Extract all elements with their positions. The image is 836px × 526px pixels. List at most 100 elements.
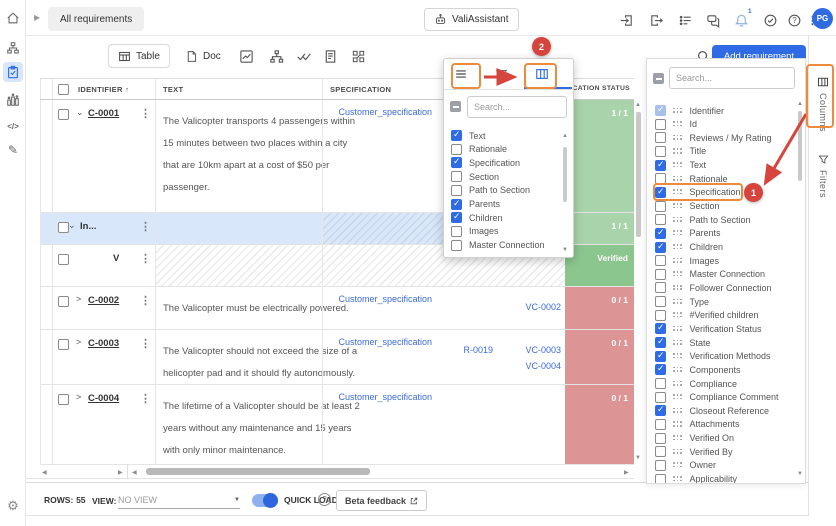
- popup-select-all-checkbox[interactable]: [450, 101, 461, 112]
- panel-column-item[interactable]: Children: [655, 241, 805, 253]
- main-scroll-left-icon[interactable]: ◀: [132, 470, 137, 476]
- drag-handle-icon[interactable]: [673, 148, 683, 154]
- column-checkbox[interactable]: [655, 473, 666, 483]
- scripting-icon[interactable]: </>: [7, 121, 19, 131]
- column-checkbox[interactable]: [655, 132, 666, 144]
- notifications-bell-icon[interactable]: [733, 12, 750, 29]
- chart-view-icon[interactable]: [238, 48, 254, 64]
- column-checkbox[interactable]: [655, 104, 666, 116]
- panel-column-item[interactable]: Compliance Comment: [655, 391, 805, 403]
- column-checkbox[interactable]: [655, 118, 666, 130]
- row-checkbox[interactable]: [58, 339, 69, 350]
- frozen-scroll-left-icon[interactable]: ◀: [42, 470, 47, 476]
- row-checkbox[interactable]: [58, 254, 69, 265]
- drag-handle-icon[interactable]: [673, 353, 683, 359]
- column-checkbox[interactable]: [655, 363, 666, 376]
- drag-handle-icon[interactable]: [673, 162, 683, 168]
- home-icon[interactable]: [3, 8, 23, 28]
- document-report-icon[interactable]: [322, 48, 338, 64]
- drag-handle-icon[interactable]: [673, 312, 683, 318]
- panel-column-item[interactable]: Attachments: [655, 418, 805, 430]
- expand-panel-icon[interactable]: ▶: [34, 13, 41, 22]
- edit-icon[interactable]: ✎: [7, 143, 19, 157]
- column-checkbox[interactable]: [451, 211, 462, 224]
- panel-column-item[interactable]: Follower Connection: [655, 282, 805, 294]
- popup-scroll-up-icon[interactable]: ▲: [562, 133, 568, 139]
- tab-table-view[interactable]: Table: [108, 44, 170, 68]
- row-checkbox[interactable]: [58, 109, 69, 120]
- tab-doc-view[interactable]: Doc: [176, 44, 230, 68]
- popup-column-item[interactable]: Specification: [451, 156, 573, 169]
- panel-column-item[interactable]: Compliance: [655, 378, 805, 389]
- quick-load-toggle[interactable]: [252, 493, 278, 508]
- column-checkbox[interactable]: [655, 268, 666, 280]
- panel-column-item[interactable]: Verification Status: [655, 322, 805, 335]
- panel-column-item[interactable]: Type: [655, 296, 805, 308]
- panel-column-item[interactable]: State: [655, 336, 805, 349]
- drag-handle-icon[interactable]: [673, 325, 683, 332]
- horizontal-scrollbar-thumb[interactable]: [146, 468, 370, 475]
- panel-column-item[interactable]: Images: [655, 255, 805, 267]
- panel-scrollbar[interactable]: [798, 111, 802, 181]
- child-link[interactable]: VC-0003: [525, 345, 561, 355]
- settings-gear-icon[interactable]: ⚙: [7, 498, 19, 513]
- panel-column-item[interactable]: Text: [655, 159, 805, 171]
- panel-column-item[interactable]: Components: [655, 363, 805, 376]
- column-checkbox[interactable]: [655, 159, 666, 171]
- drag-handle-icon[interactable]: [673, 244, 683, 250]
- parent-link[interactable]: R-0019: [463, 345, 493, 355]
- quick-load-help-icon[interactable]: ?: [318, 493, 331, 506]
- drag-handle-icon[interactable]: [673, 121, 683, 127]
- column-checkbox[interactable]: [451, 184, 462, 196]
- panel-column-item[interactable]: Path to Section: [655, 214, 805, 226]
- popup-scroll-down-icon[interactable]: ▼: [562, 247, 568, 253]
- panel-search-input[interactable]: [669, 67, 795, 89]
- drag-handle-icon[interactable]: [673, 284, 683, 291]
- drag-handle-icon[interactable]: [673, 435, 683, 441]
- frozen-scroll-right-icon[interactable]: ▶: [118, 470, 123, 476]
- drag-handle-icon[interactable]: [673, 298, 683, 305]
- column-header-specification[interactable]: SPECIFICATION: [330, 85, 392, 94]
- verify-check-icon[interactable]: [762, 12, 779, 29]
- tab-all-requirements[interactable]: All requirements: [48, 7, 145, 31]
- column-checkbox[interactable]: [451, 143, 462, 155]
- filter-funnel-icon[interactable]: [493, 66, 509, 82]
- user-avatar[interactable]: PG: [812, 8, 833, 29]
- drag-handle-icon[interactable]: [673, 134, 683, 141]
- popup-column-item[interactable]: Images: [451, 225, 573, 237]
- popup-scrollbar[interactable]: [563, 147, 567, 202]
- panel-column-item[interactable]: Verified By: [655, 446, 805, 458]
- column-checkbox[interactable]: [655, 446, 666, 458]
- panel-column-item[interactable]: Applicability: [655, 473, 805, 483]
- tab-columns[interactable]: Columns: [812, 76, 834, 132]
- requirement-id-link[interactable]: C-0002: [88, 295, 120, 306]
- column-checkbox[interactable]: [451, 129, 462, 141]
- column-checkbox[interactable]: [655, 296, 666, 308]
- drag-handle-icon[interactable]: [673, 257, 683, 264]
- column-checkbox[interactable]: [451, 156, 462, 169]
- popup-column-item[interactable]: Text: [451, 129, 573, 141]
- drag-handle-icon[interactable]: [673, 476, 683, 482]
- child-link[interactable]: VC-0002: [525, 302, 561, 312]
- requirement-id-link[interactable]: V: [113, 253, 120, 264]
- row-checkbox[interactable]: [58, 222, 69, 233]
- column-checkbox[interactable]: [655, 241, 666, 253]
- row-checkbox[interactable]: [58, 296, 69, 307]
- popup-column-item[interactable]: Master Connection: [451, 239, 573, 251]
- table-vertical-scrollbar[interactable]: [636, 112, 641, 237]
- column-checkbox[interactable]: [655, 336, 666, 349]
- column-checkbox[interactable]: [655, 282, 666, 294]
- drag-handle-icon[interactable]: [673, 175, 683, 182]
- panel-column-item[interactable]: Verified On: [655, 432, 805, 444]
- import-icon[interactable]: [618, 12, 635, 29]
- column-checkbox[interactable]: [655, 418, 666, 430]
- popup-column-item[interactable]: Rationale: [451, 143, 573, 155]
- panel-column-item[interactable]: Parents: [655, 227, 805, 239]
- specification-link[interactable]: Customer_specification: [338, 107, 432, 117]
- column-checkbox[interactable]: [451, 239, 462, 251]
- column-checkbox[interactable]: [655, 404, 666, 417]
- drag-handle-icon[interactable]: [673, 339, 683, 346]
- drag-handle-icon[interactable]: [673, 448, 683, 455]
- analytics-icon[interactable]: [3, 90, 23, 110]
- menu-hamburger-icon[interactable]: [453, 66, 469, 82]
